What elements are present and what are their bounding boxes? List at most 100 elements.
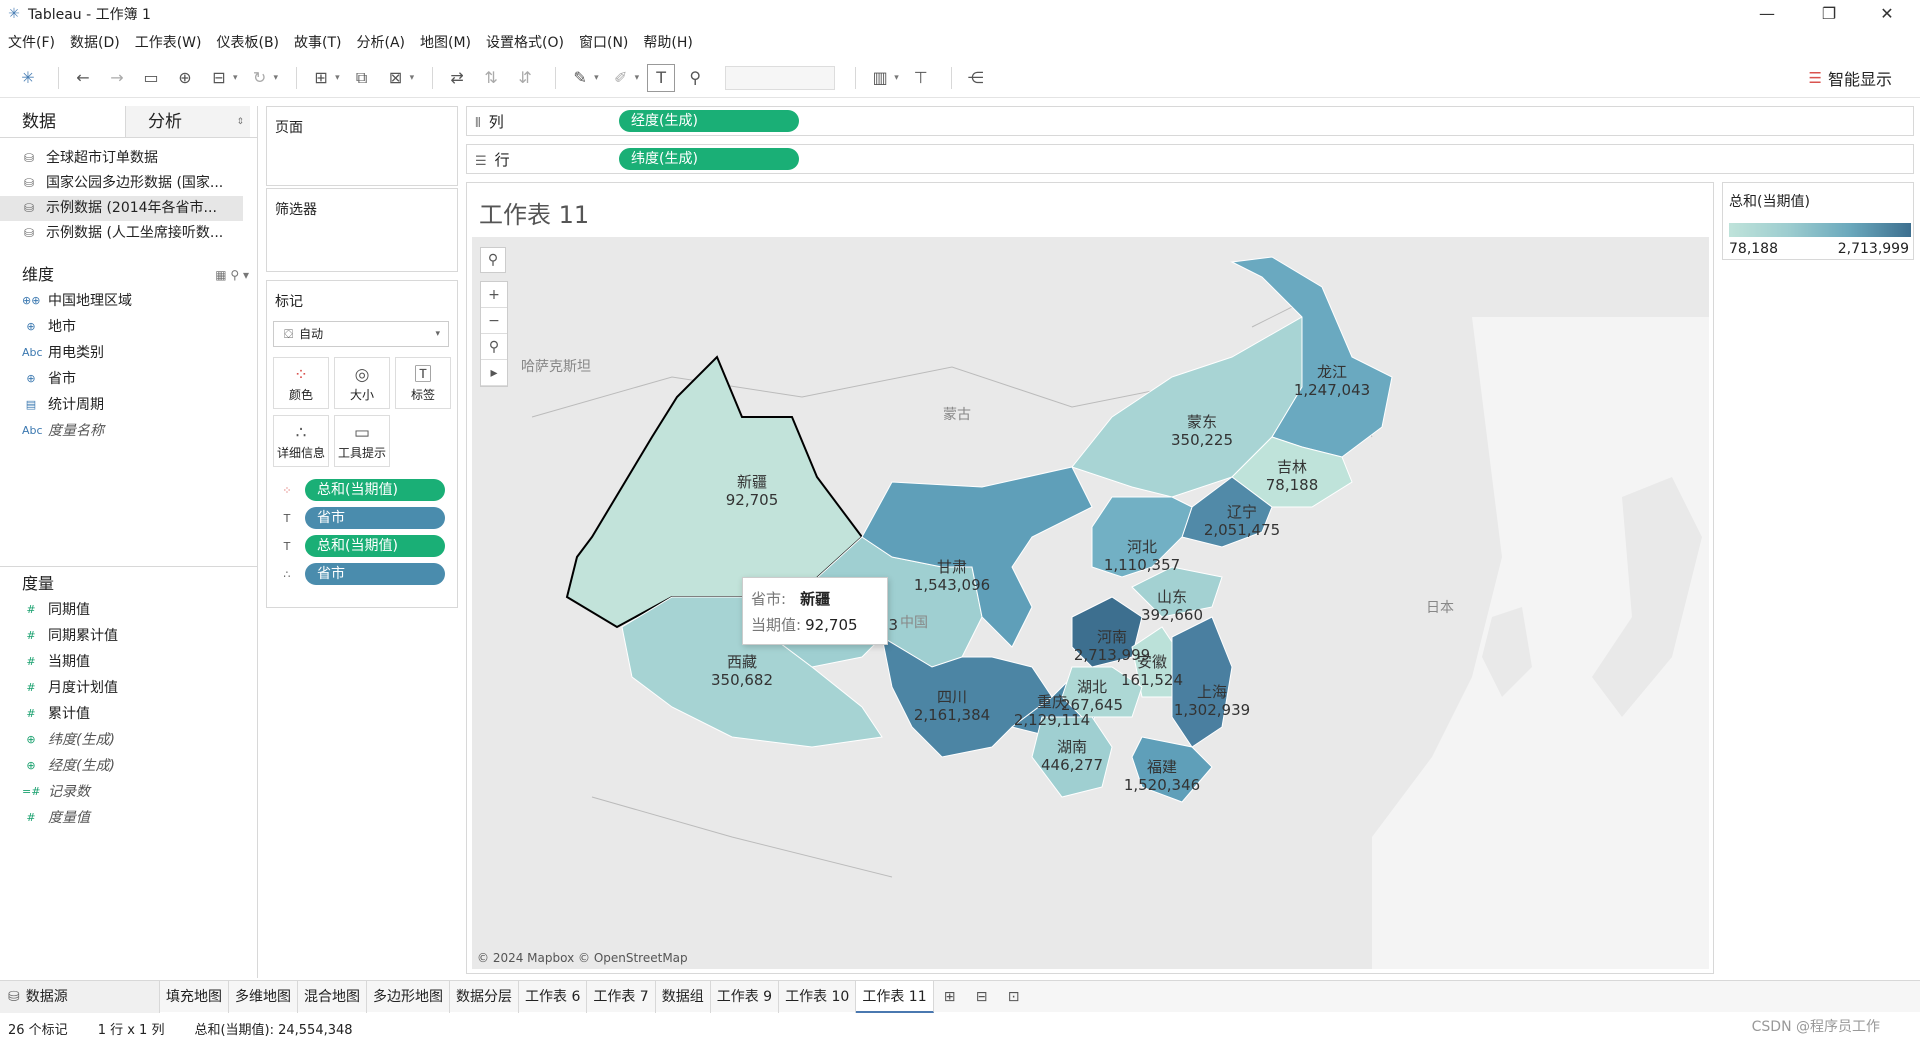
new-worksheet-icon[interactable]: ⊞ (943, 988, 956, 1005)
menu-format[interactable]: 设置格式(O) (486, 35, 564, 51)
chevron-down-icon[interactable]: ▾ (233, 72, 238, 83)
province-shape[interactable] (1071, 596, 1143, 668)
duplicate-sheet-icon[interactable]: ⧉ (355, 67, 368, 87)
size-button[interactable]: ◎ 大小 (334, 357, 390, 409)
pages-card[interactable]: 页面 (266, 106, 458, 186)
datasource-item-selected[interactable]: ⛁ 示例数据 (2014年各省市... (0, 196, 243, 221)
datasource-tab[interactable]: ⛁ 数据源 (0, 980, 160, 1013)
menu-help[interactable]: 帮助(H) (643, 35, 693, 51)
chevron-down-icon[interactable]: ▾ (335, 72, 340, 83)
chevron-down-icon[interactable]: ▾ (634, 72, 640, 83)
measure-field[interactable]: ⊕ 经度(生成) (0, 753, 257, 779)
menu-worksheet[interactable]: 工作表(W) (134, 35, 202, 51)
zoom-out-icon[interactable]: − (481, 308, 507, 334)
map-search-icon[interactable]: ⚲ (480, 247, 506, 273)
province-shape[interactable] (1061, 666, 1143, 718)
menu-file[interactable]: 文件(F) (8, 35, 55, 51)
columns-pill[interactable]: 经度(生成) (619, 110, 799, 132)
datasource-item[interactable]: ⛁ 全球超市订单数据 (0, 146, 257, 171)
rows-pill[interactable]: 纬度(生成) (619, 148, 799, 170)
province-shape[interactable] (1171, 616, 1233, 748)
mark-type-dropdown[interactable]: ⛋ 自动 ▾ (273, 321, 449, 347)
label-button[interactable]: 🅃 标签 (395, 357, 451, 409)
filters-card[interactable]: 筛选器 (266, 188, 458, 272)
detail-button[interactable]: ∴ 详细信息 (273, 415, 329, 467)
dimension-field[interactable]: ⊕⊕ 中国地理区域 (0, 288, 257, 314)
menu-analysis[interactable]: 分析(A) (356, 35, 406, 51)
refresh-icon[interactable]: ↻ (252, 68, 267, 87)
mark-pill-color[interactable]: 总和(当期值) (305, 479, 445, 501)
group-members-icon[interactable]: ✐ (613, 68, 628, 87)
mark-pill-label[interactable]: 总和(当期值) (305, 535, 445, 557)
sheet-tab[interactable]: 数据分层 (450, 980, 519, 1013)
dimension-field[interactable]: ⊕ 地市 (0, 314, 257, 340)
save-icon[interactable]: ▭ (143, 68, 159, 87)
undo-icon[interactable]: ← (76, 68, 90, 87)
dimensions-tools[interactable]: ▦ ⚲ ▾ (215, 268, 249, 282)
new-dashboard-icon[interactable]: ⊟ (975, 988, 988, 1005)
sort-ascending-icon[interactable]: ⇅ (484, 68, 498, 87)
measure-field[interactable]: # 累计值 (0, 701, 257, 727)
new-datasource-icon[interactable]: ⊕ (178, 68, 192, 87)
show-cards-icon[interactable]: ▥ (872, 68, 888, 87)
sheet-tab[interactable]: 数据组 (656, 980, 711, 1013)
province-shape[interactable] (1131, 736, 1213, 803)
datasource-item[interactable]: ⛁ 示例数据 (人工坐席接听数... (0, 221, 257, 246)
dimension-field[interactable]: Abc 度量名称 (0, 418, 257, 444)
fit-dropdown[interactable] (725, 65, 836, 90)
presentation-mode-icon[interactable]: ⊤ (913, 68, 928, 87)
sheet-tab[interactable]: 工作表 10 (779, 980, 857, 1013)
sheet-tab[interactable]: 混合地图 (298, 980, 367, 1013)
sheet-tab[interactable]: 填充地图 (160, 980, 229, 1013)
sheet-tab-active[interactable]: 工作表 11 (856, 980, 934, 1013)
menu-dashboard[interactable]: 仪表板(B) (216, 35, 280, 51)
measure-field[interactable]: # 同期累计值 (0, 623, 257, 649)
smart-show-button[interactable]: ☰ 智能显示 (1809, 66, 1892, 90)
minimize-button[interactable]: — (1759, 4, 1775, 23)
show-mark-labels-icon[interactable]: T (647, 63, 676, 92)
menu-window[interactable]: 窗口(N) (578, 35, 629, 51)
chevron-down-icon[interactable]: ▾ (409, 72, 415, 83)
tableau-home-icon[interactable]: ✳ (21, 68, 35, 87)
columns-shelf[interactable]: ⦀ 列 经度(生成) (466, 106, 1914, 136)
mark-pill-detail[interactable]: 省市 (305, 563, 445, 585)
pause-updates-icon[interactable]: ⊟ (212, 68, 226, 87)
province-shape[interactable] (1231, 436, 1353, 508)
chevron-down-icon[interactable]: ▾ (894, 72, 899, 83)
measure-field[interactable]: # 当期值 (0, 649, 257, 675)
tab-analysis[interactable]: 分析 ⇕ (125, 106, 250, 137)
map-attribution[interactable]: © 2024 Mapbox © OpenStreetMap (477, 951, 688, 965)
dimension-field[interactable]: ⊕ 省市 (0, 366, 257, 392)
province-shape[interactable] (861, 466, 1093, 648)
menu-map[interactable]: 地图(M) (420, 35, 472, 51)
sheet-tab[interactable]: 工作表 9 (711, 980, 780, 1013)
sheet-tab[interactable]: 工作表 6 (519, 980, 588, 1013)
sort-descending-icon[interactable]: ⇵ (518, 68, 532, 87)
new-worksheet-icon[interactable]: ⊞ (314, 68, 328, 87)
color-button[interactable]: ⁘ 颜色 (273, 357, 329, 409)
new-story-icon[interactable]: ⊡ (1007, 988, 1020, 1005)
province-shape[interactable] (1091, 496, 1193, 578)
tooltip-button[interactable]: ▭ 工具提示 (334, 415, 390, 467)
highlight-icon[interactable]: ✎ (573, 68, 587, 87)
tab-data[interactable]: 数据 (0, 106, 125, 137)
measure-field[interactable]: # 月度计划值 (0, 675, 257, 701)
fix-axes-icon[interactable]: ⚲ (689, 68, 702, 87)
map-canvas[interactable]: 哈萨克斯坦 蒙古 中国 日本 新疆92,705西藏350,682青海583,16… (472, 237, 1709, 969)
datasource-item[interactable]: ⛁ 国家公园多边形数据 (国家... (0, 171, 257, 196)
play-arrow-icon[interactable]: ▸ (481, 360, 507, 386)
menu-story[interactable]: 故事(T) (294, 35, 342, 51)
measure-field[interactable]: =# 记录数 (0, 779, 257, 805)
color-legend[interactable]: 总和(当期值) 78,188 2,713,999 (1722, 182, 1914, 260)
chevron-down-icon[interactable]: ▾ (273, 72, 279, 83)
sheet-tab[interactable]: 工作表 7 (587, 980, 656, 1013)
zoom-in-icon[interactable]: + (481, 282, 507, 308)
menu-data[interactable]: 数据(D) (69, 35, 120, 51)
sheet-tab[interactable]: 多边形地图 (367, 980, 450, 1013)
pin-icon[interactable]: ⚲ (481, 334, 507, 360)
swap-axes-icon[interactable]: ⇄ (450, 68, 464, 87)
measure-field[interactable]: # 同期值 (0, 597, 257, 623)
sheet-tab[interactable]: 多维地图 (229, 980, 298, 1013)
redo-icon[interactable]: → (110, 68, 124, 87)
share-icon[interactable]: ⋲ (967, 68, 984, 87)
